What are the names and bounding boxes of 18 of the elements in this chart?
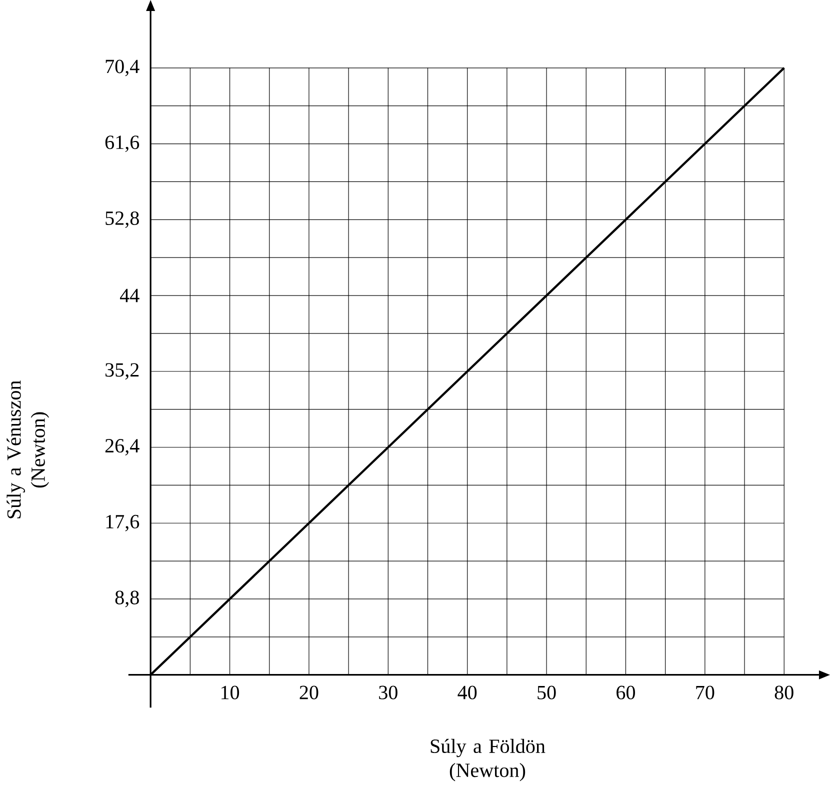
y-tick-label: 52,8	[106, 211, 139, 228]
y-axis-title: Súly a Vénuszon (Newton)	[6, 380, 50, 518]
y-tick-label: 61,6	[105, 136, 140, 152]
x-tick-label: 70	[696, 686, 714, 700]
y-tick-label: 35,2	[106, 363, 139, 380]
x-tick-label: 30	[379, 686, 398, 700]
x-tick-label: 80	[774, 686, 794, 700]
x-tick-label: 40	[458, 686, 477, 700]
x-tick-label: 20	[300, 686, 318, 700]
y-tick-label: 44	[120, 288, 140, 302]
x-tick-label: 50	[538, 686, 556, 700]
y-tick-label: 70,4	[106, 60, 140, 76]
x-axis-title: Súly a Földön (Newton)	[430, 738, 546, 782]
y-tick-label: 17,6	[106, 514, 140, 532]
x-tick-label: 10	[222, 686, 240, 700]
x-tick-label: 60	[616, 686, 635, 700]
y-tick-label: 8,8	[115, 590, 139, 608]
y-tick-label: 26,4	[105, 439, 140, 456]
